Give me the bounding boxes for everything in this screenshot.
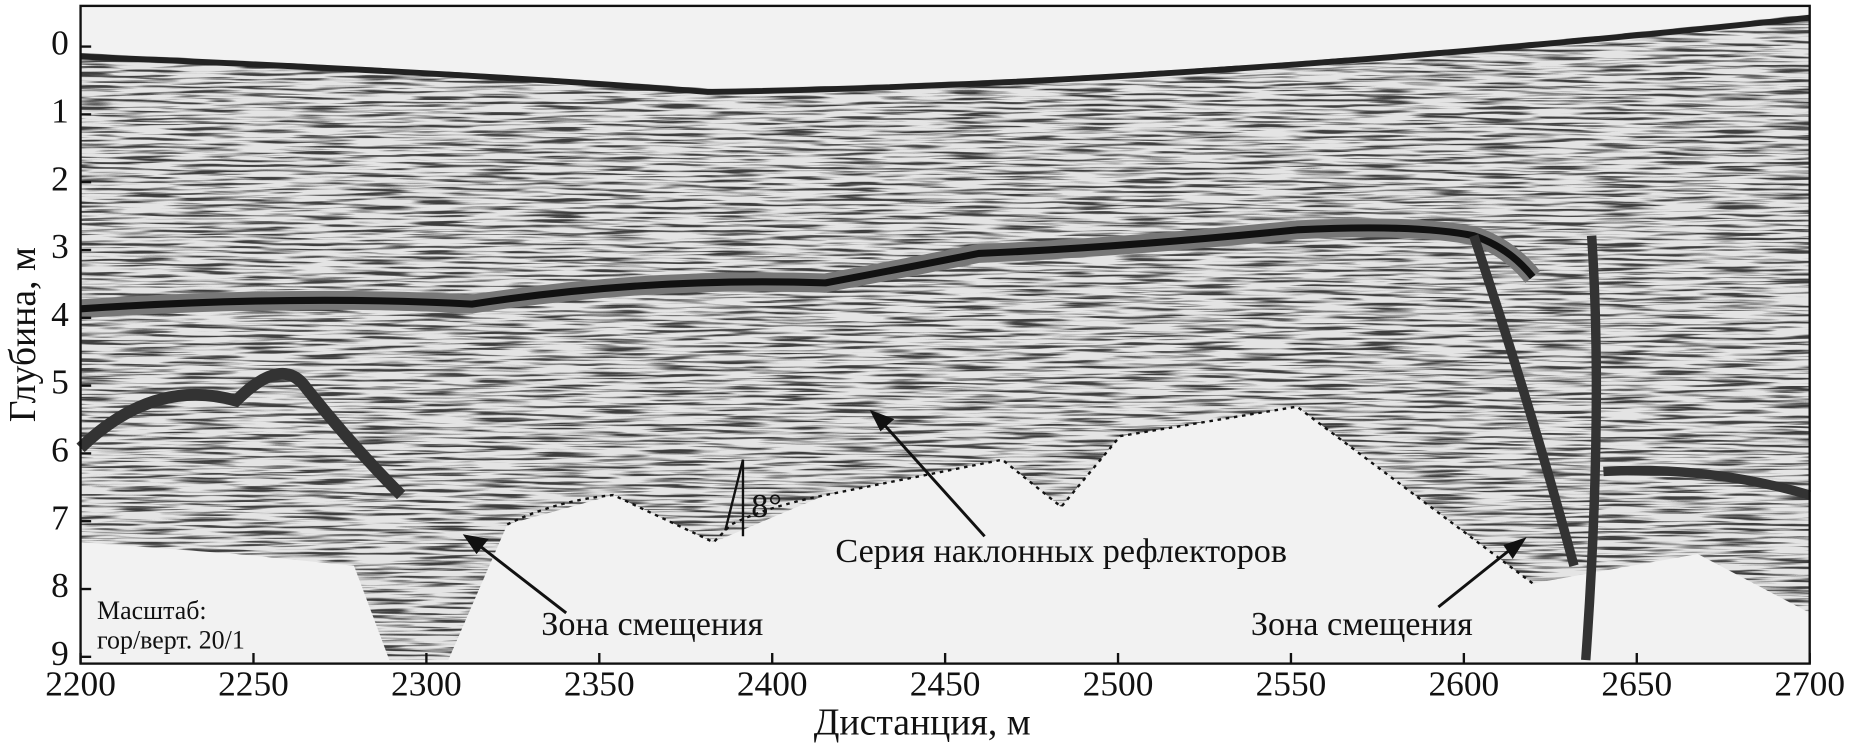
- arrows: [462, 409, 1527, 615]
- y-tick-label: 9: [51, 633, 69, 673]
- angle-line: [724, 459, 745, 531]
- y-tick-label: 2: [51, 158, 69, 198]
- x-tick-label: 2300: [391, 663, 462, 703]
- arrow: [470, 538, 568, 615]
- seabed: [80, 14, 1811, 95]
- y-tick-label: 4: [51, 294, 69, 334]
- scale-note: Масштаб:: [97, 596, 207, 625]
- x-tick-label: 2250: [218, 663, 289, 703]
- x-tick-label: 2650: [1601, 663, 1672, 703]
- y-axis-title: Глубина, м: [2, 247, 44, 422]
- x-tick-label: 2400: [737, 663, 808, 703]
- annotation: Зона смещения: [541, 606, 763, 643]
- annotation: Серия наклонных рефлекторов: [835, 533, 1287, 570]
- annotation: 8°: [751, 488, 782, 525]
- y-tick-label: 0: [51, 23, 69, 63]
- x-tick-label: 2600: [1429, 663, 1500, 703]
- x-tick-label: 2200: [45, 663, 116, 703]
- radargram: [80, 14, 1810, 661]
- y-tick-label: 5: [51, 362, 69, 402]
- y-tick-label: 6: [51, 430, 69, 470]
- x-tick-label: 2500: [1083, 663, 1154, 703]
- x-tick-label: 2700: [1774, 663, 1845, 703]
- x-tick-label: 2450: [910, 663, 981, 703]
- arrow-head: [462, 534, 489, 555]
- scale-note: гор/верт. 20/1: [97, 625, 245, 654]
- x-axis-title: Дистанция, м: [814, 702, 1031, 744]
- arrow: [877, 417, 986, 538]
- y-tick-label: 8: [51, 565, 69, 605]
- x-tick-label: 2350: [564, 663, 635, 703]
- y-tick-label: 7: [51, 497, 69, 537]
- dotted-boundary: [506, 405, 1534, 585]
- y-tick-label: 3: [51, 226, 69, 266]
- arrow: [1437, 544, 1516, 609]
- disturbed-zone: [1469, 234, 1812, 661]
- reflector: [80, 224, 1536, 313]
- y-tick-label: 1: [51, 90, 69, 130]
- annotation: Зона смещения: [1251, 606, 1473, 643]
- arrow-head: [869, 409, 895, 432]
- arrow-head: [1503, 537, 1527, 560]
- x-tick-label: 2550: [1256, 663, 1327, 703]
- reflector-left: [76, 367, 406, 500]
